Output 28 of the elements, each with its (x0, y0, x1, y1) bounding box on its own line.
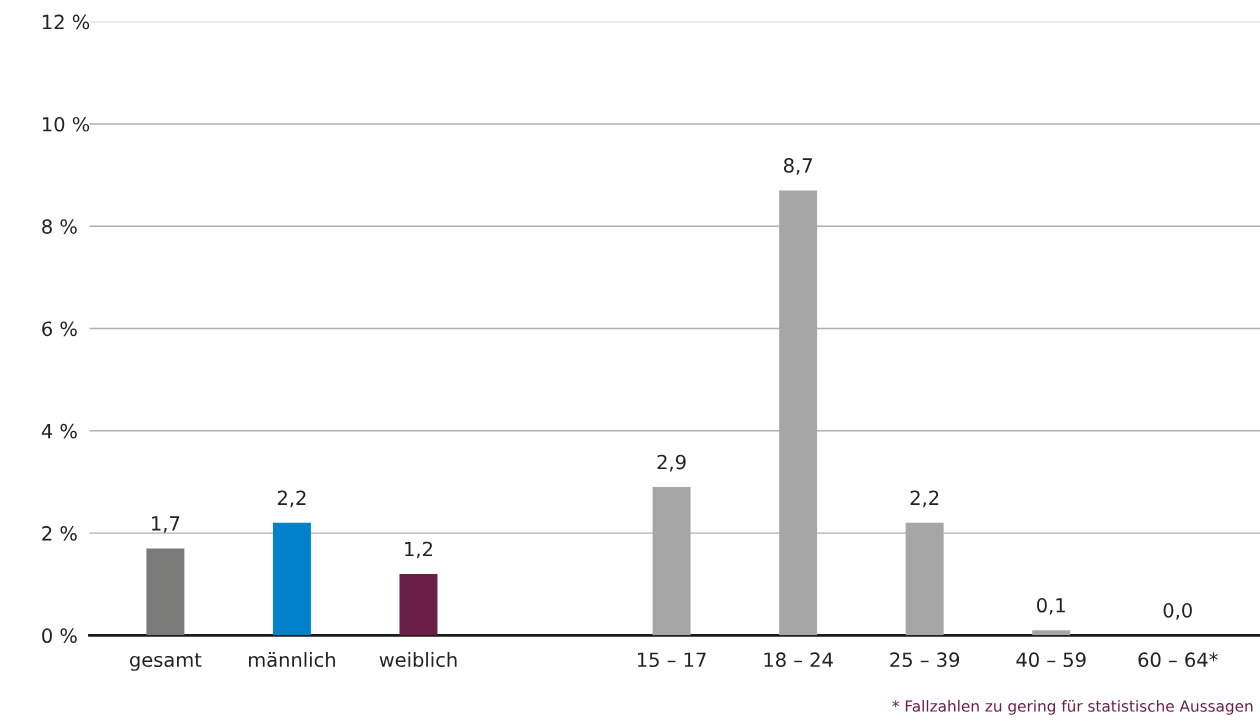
y-tick-label: 10 % (42, 116, 90, 132)
y-tick-label: 4 % (41, 423, 77, 439)
bar (1032, 630, 1071, 636)
bar (272, 522, 311, 636)
data-label: 0,1 (1037, 597, 1065, 615)
x-tick-label: gesamt (130, 653, 202, 671)
x-tick-label: männlich (249, 652, 335, 668)
data-label: 2,2 (910, 490, 939, 508)
x-tick-label: 15 – 17 (637, 652, 706, 668)
y-tick-label: 6 % (42, 321, 77, 337)
data-label: 1,7 (152, 516, 180, 533)
data-label: 0,0 (1163, 603, 1192, 620)
bar (146, 548, 185, 636)
x-tick-label: 40 – 59 (1016, 652, 1086, 668)
y-tick-label: 8 % (42, 219, 77, 234)
y-tick-label: 2 % (42, 526, 77, 541)
bar (399, 573, 438, 636)
data-label: 8,7 (783, 158, 812, 175)
data-label: 1,2 (405, 541, 432, 559)
x-tick-label: 25 – 39 (890, 652, 960, 668)
y-tick-label: 0 % (42, 628, 77, 644)
x-tick-label: 60 – 64* (1138, 652, 1218, 668)
x-tick-label: weiblich (379, 652, 457, 668)
text: * Fallzahlen zu gering für statistische Aussagen (892, 699, 1253, 715)
data-label: 2,9 (657, 454, 686, 472)
data-label: 2,2 (277, 490, 306, 508)
x-tick-label: 18 – 24 (764, 652, 833, 668)
y-tick-label: 12 % (42, 14, 90, 30)
